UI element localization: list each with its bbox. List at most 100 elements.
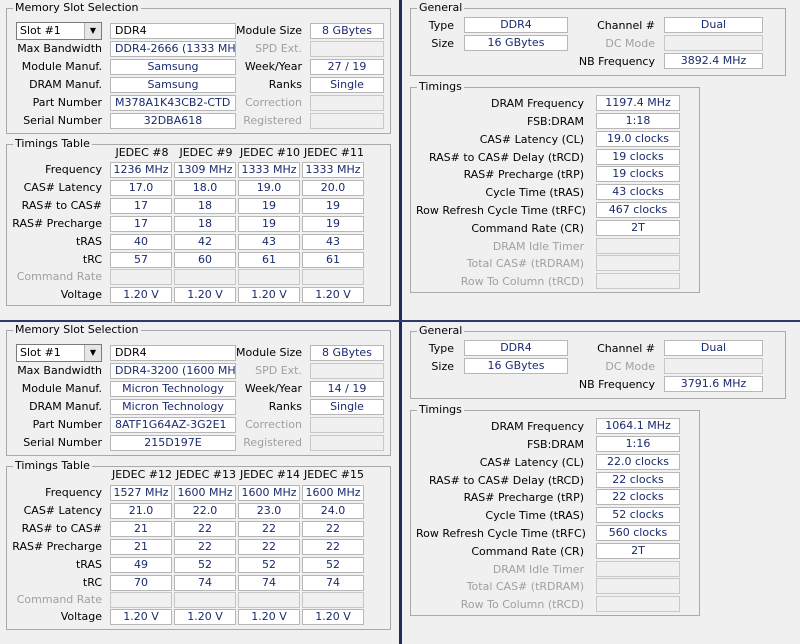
ranks-label: Ranks	[268, 400, 302, 413]
tras-label: tRAS	[75, 235, 102, 248]
registered-label: Registered	[243, 436, 302, 449]
tras-cell: 52	[302, 557, 364, 573]
row-to-column-value	[596, 596, 680, 612]
trc-cell: 74	[238, 575, 300, 591]
type-label: Type	[428, 342, 454, 355]
trc-cell: 74	[174, 575, 236, 591]
total-cas-label: Total CAS# (tRDRAM)	[466, 257, 584, 270]
correction-value	[310, 95, 384, 111]
jedec-header-1: JEDEC #8	[115, 146, 169, 159]
spd-panel-bottom: Memory Slot Selection Slot #1 ▼ DDR4 Mod…	[0, 322, 399, 644]
dram-manuf-value: Micron Technology	[110, 399, 236, 415]
trc-cell: 61	[302, 252, 364, 268]
fsb-dram-value: 1:16	[596, 436, 680, 452]
ras-precharge-cell: 22	[174, 539, 236, 555]
tras-cell: 43	[238, 234, 300, 250]
dram-idle-timer-value	[596, 238, 680, 254]
row-refresh-value: 467 clocks	[596, 202, 680, 218]
dram-manuf-label: DRAM Manuf.	[29, 78, 102, 91]
command-rate-cell	[302, 592, 364, 608]
jedec-header-4: JEDEC #15	[303, 468, 364, 481]
cas-latency-cell: 20.0	[302, 180, 364, 196]
row-to-column-label: Row To Column (tRCD)	[460, 275, 584, 288]
memory-slot-selection-title: Memory Slot Selection	[13, 323, 141, 337]
command-rate-cell	[238, 269, 300, 285]
general-title: General	[417, 1, 465, 15]
part-number-value: M378A1K43CB2-CTD	[110, 95, 236, 111]
total-cas-label: Total CAS# (tRDRAM)	[466, 580, 584, 593]
correction-label: Correction	[245, 418, 302, 431]
ras-to-cas-cell: 19	[302, 198, 364, 214]
tras-cell: 52	[174, 557, 236, 573]
ras-to-cas-cell: 18	[174, 198, 236, 214]
cas-latency-cl-value: 22.0 clocks	[596, 454, 680, 470]
command-rate-cr-value: 2T	[596, 220, 680, 236]
frequency-cell: 1600 MHz	[302, 485, 364, 501]
voltage-label: Voltage	[60, 610, 102, 623]
registered-label: Registered	[243, 114, 302, 127]
dram-idle-timer-label: DRAM Idle Timer	[492, 563, 584, 576]
cas-latency-cell: 23.0	[238, 503, 300, 519]
memory-type-value: DDR4	[110, 345, 236, 361]
jedec-header-2: JEDEC #9	[179, 146, 233, 159]
cas-latency-cell: 18.0	[174, 180, 236, 196]
ras-to-cas-cell: 22	[174, 521, 236, 537]
dc-mode-value	[664, 35, 763, 51]
cas-latency-cell: 19.0	[238, 180, 300, 196]
dc-mode-value	[664, 358, 763, 374]
module-size-label: Module Size	[236, 346, 303, 359]
chevron-down-icon[interactable]: ▼	[84, 345, 101, 361]
memory-slot-selection-group: Memory Slot Selection	[6, 323, 391, 456]
ras-precharge-cell: 22	[302, 539, 364, 555]
ras-to-cas-delay-value: 22 clocks	[596, 472, 680, 488]
memory-slot-selection-group: Memory Slot Selection	[6, 1, 391, 134]
cas-latency-label: CAS# Latency	[23, 181, 102, 194]
part-number-value: 8ATF1G64AZ-3G2E1	[110, 417, 236, 433]
registered-value	[310, 435, 384, 451]
ras-to-cas-label: RAS# to CAS#	[21, 199, 102, 212]
command-rate-cr-label: Command Rate (CR)	[471, 222, 584, 235]
size-label: Size	[431, 37, 454, 50]
general-group: General	[410, 324, 786, 399]
cycle-time-value: 52 clocks	[596, 507, 680, 523]
total-cas-value	[596, 255, 680, 271]
row-to-column-value	[596, 273, 680, 289]
slot-select[interactable]: Slot #1 ▼	[16, 344, 102, 362]
chevron-down-icon[interactable]: ▼	[84, 23, 101, 39]
nb-frequency-label: NB Frequency	[578, 55, 655, 68]
ranks-value: Single	[310, 77, 384, 93]
cas-latency-cl-label: CAS# Latency (CL)	[479, 133, 584, 146]
trc-label: tRC	[82, 576, 102, 589]
frequency-cell: 1527 MHz	[110, 485, 172, 501]
serial-number-value: 32DBA618	[110, 113, 236, 129]
cas-latency-cl-value: 19.0 clocks	[596, 131, 680, 147]
trc-label: tRC	[82, 253, 102, 266]
voltage-cell: 1.20 V	[174, 287, 236, 303]
fsb-dram-value: 1:18	[596, 113, 680, 129]
voltage-cell: 1.20 V	[302, 609, 364, 625]
general-group: General	[410, 1, 786, 76]
cas-latency-label: CAS# Latency	[23, 504, 102, 517]
nb-frequency-value: 3892.4 MHz	[664, 53, 763, 69]
slot-select-value: Slot #1	[20, 24, 61, 37]
horizontal-divider	[0, 320, 800, 322]
spd-ext-label: SPD Ext.	[255, 42, 302, 55]
nb-frequency-value: 3791.6 MHz	[664, 376, 763, 392]
timings-title: Timings	[417, 403, 464, 417]
jedec-header-3: JEDEC #10	[239, 146, 300, 159]
spd-ext-value	[310, 41, 384, 57]
tras-cell: 43	[302, 234, 364, 250]
spd-ext-label: SPD Ext.	[255, 364, 302, 377]
command-rate-cell	[238, 592, 300, 608]
correction-label: Correction	[245, 96, 302, 109]
slot-select-value: Slot #1	[20, 346, 61, 359]
timings-table-title: Timings Table	[13, 137, 92, 151]
type-value: DDR4	[464, 17, 568, 33]
slot-select[interactable]: Slot #1 ▼	[16, 22, 102, 40]
fsb-dram-label: FSB:DRAM	[526, 438, 584, 451]
size-value: 16 GBytes	[464, 35, 568, 51]
ras-precharge-trp-value: 22 clocks	[596, 489, 680, 505]
part-number-label: Part Number	[32, 418, 102, 431]
trc-cell: 61	[238, 252, 300, 268]
frequency-label: Frequency	[45, 163, 102, 176]
